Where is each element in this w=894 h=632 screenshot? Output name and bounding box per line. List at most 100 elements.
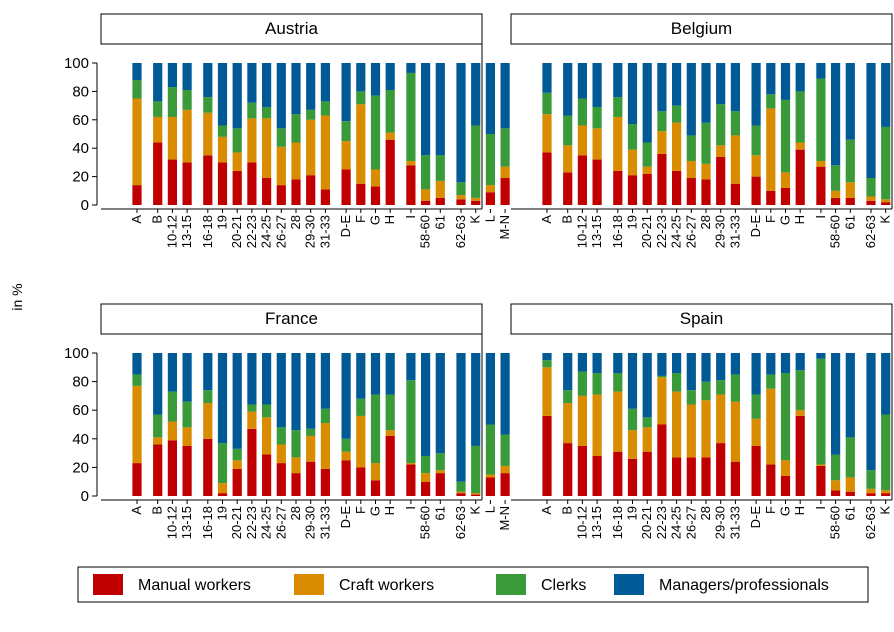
- bar-france-58-60-manual-workers: [421, 481, 431, 496]
- bar-france-13-15-managers-professionals: [182, 353, 192, 402]
- bar-belgium-13-15-craft-workers: [592, 128, 602, 160]
- bar-france-24-25-craft-workers: [262, 417, 272, 455]
- bar-austria-28-clerks: [291, 114, 301, 143]
- x-tick-label: 29-30: [303, 215, 318, 248]
- bar-austria-31-33-clerks: [320, 101, 330, 116]
- bar-spain-58-60-managers-professionals: [831, 353, 841, 455]
- bar-spain-29-30-manual-workers: [716, 443, 726, 496]
- legend-swatch: [294, 574, 324, 595]
- bar-belgium-16-18-manual-workers: [613, 170, 623, 205]
- x-tick-label: B: [150, 506, 165, 515]
- x-tick-label: 16-18: [610, 215, 625, 248]
- bar-spain-B-manual-workers: [563, 443, 573, 496]
- y-tick-label: 100: [64, 345, 89, 362]
- bar-belgium-K-clerks: [881, 126, 891, 200]
- y-tick-label: 20: [72, 459, 89, 476]
- bar-france-26-27-craft-workers: [276, 444, 286, 464]
- bar-spain-F-clerks: [766, 374, 776, 389]
- chart-legend: Manual workers Craft workers Clerks Manager…: [77, 566, 869, 603]
- bar-spain-13-15-clerks: [592, 373, 602, 395]
- bar-austria-24-25-manual-workers: [262, 178, 272, 205]
- y-tick-label: 20: [72, 169, 89, 186]
- bar-belgium-H-manual-workers: [795, 149, 805, 205]
- bar-france-M-N-manual-workers: [500, 473, 510, 496]
- bar-france-31-33-craft-workers: [320, 423, 330, 469]
- legend-label: Manual workers: [138, 577, 251, 594]
- bar-austria-19-craft-workers: [217, 136, 228, 163]
- x-tick-label: K: [468, 506, 483, 515]
- bar-belgium-I-clerks: [816, 78, 826, 161]
- bar-spain-20-21-managers-professionals: [642, 353, 652, 418]
- bar-spain-26-27-clerks: [686, 390, 696, 405]
- bar-belgium-31-33-managers-professionals: [730, 63, 740, 112]
- bar-belgium-B-craft-workers: [563, 145, 573, 173]
- bar-spain-29-30-clerks: [716, 380, 726, 395]
- bar-austria-H-managers-professionals: [385, 63, 395, 90]
- x-tick-label: 29-30: [713, 215, 728, 248]
- bar-spain-16-18-clerks: [613, 373, 623, 392]
- bar-belgium-58-60-craft-workers: [831, 190, 841, 198]
- bar-spain-G-clerks: [780, 373, 791, 461]
- bar-austria-29-30-managers-professionals: [306, 63, 316, 110]
- bar-belgium-D-E-manual-workers: [751, 176, 761, 205]
- panel-belgium: Belgium A B 10-12 13-15 16-18 19 20-21 22-23 24-2…: [510, 13, 894, 248]
- bar-spain-28-manual-workers: [701, 457, 711, 496]
- bar-spain-B-craft-workers: [563, 403, 573, 444]
- bar-austria-I-craft-workers: [406, 160, 416, 166]
- bar-france-K-craft-workers: [471, 493, 481, 495]
- bar-france-D-E-clerks: [341, 438, 351, 452]
- bar-austria-31-33-manual-workers: [320, 189, 330, 205]
- x-tick-label: 58-60: [418, 215, 433, 248]
- bar-belgium-62-63-manual-workers: [866, 200, 876, 205]
- bar-spain-H-manual-workers: [795, 415, 805, 496]
- x-tick-label: 62-63: [863, 506, 878, 539]
- x-tick-label: 58-60: [828, 506, 843, 539]
- bar-france-G-managers-professionals: [370, 353, 381, 395]
- bar-belgium-31-33-craft-workers: [730, 135, 740, 184]
- bar-austria-A-manual-workers: [132, 185, 142, 205]
- bar-france-A-manual-workers: [132, 463, 142, 496]
- bar-belgium-A-clerks: [542, 92, 552, 115]
- legend-box: [77, 566, 869, 603]
- x-tick-label: 10-12: [164, 506, 179, 539]
- bar-belgium-62-63-managers-professionals: [866, 63, 876, 179]
- bar-france-26-27-clerks: [276, 427, 286, 445]
- x-tick-label: 61: [432, 215, 447, 229]
- x-tick-label: 28: [288, 215, 303, 229]
- bar-spain-26-27-managers-professionals: [686, 353, 696, 391]
- x-tick-label: 20-21: [229, 215, 244, 248]
- bar-spain-61-manual-workers: [845, 491, 855, 496]
- x-tick-label: 28: [698, 506, 713, 520]
- bar-belgium-29-30-managers-professionals: [716, 63, 726, 105]
- bar-austria-26-27-craft-workers: [276, 146, 286, 186]
- bar-spain-58-60-manual-workers: [831, 490, 841, 496]
- bar-belgium-I-managers-professionals: [816, 63, 826, 79]
- bar-france-22-23-manual-workers: [247, 428, 257, 496]
- bar-belgium-61-craft-workers: [845, 182, 855, 198]
- bar-france-22-23-managers-professionals: [247, 353, 257, 405]
- x-tick-label: D-E: [748, 215, 763, 238]
- x-tick-label: 31-33: [727, 506, 742, 539]
- bar-belgium-F-craft-workers: [766, 108, 776, 191]
- bar-spain-28-clerks: [701, 381, 711, 401]
- y-tick-label: 80: [72, 374, 89, 391]
- bar-belgium-I-manual-workers: [816, 166, 826, 205]
- x-tick-label: 26-27: [273, 506, 288, 539]
- bar-austria-58-60-managers-professionals: [421, 63, 431, 156]
- bar-austria-10-12-manual-workers: [167, 159, 177, 205]
- x-tick-label: 58-60: [828, 215, 843, 248]
- bar-france-20-21-manual-workers: [232, 468, 242, 496]
- bar-france-10-12-craft-workers: [167, 421, 177, 441]
- bar-austria-24-25-craft-workers: [262, 118, 272, 179]
- bar-france-22-23-clerks: [247, 404, 257, 412]
- bar-austria-F-manual-workers: [356, 183, 366, 205]
- x-tick-label: F: [353, 506, 368, 514]
- bar-france-M-N-managers-professionals: [500, 353, 510, 435]
- bar-belgium-D-E-managers-professionals: [751, 63, 761, 126]
- bar-austria-G-manual-workers: [370, 186, 381, 205]
- x-tick-label: L: [892, 215, 894, 222]
- bar-austria-D-E-manual-workers: [341, 169, 351, 205]
- x-tick-label: F: [763, 506, 778, 514]
